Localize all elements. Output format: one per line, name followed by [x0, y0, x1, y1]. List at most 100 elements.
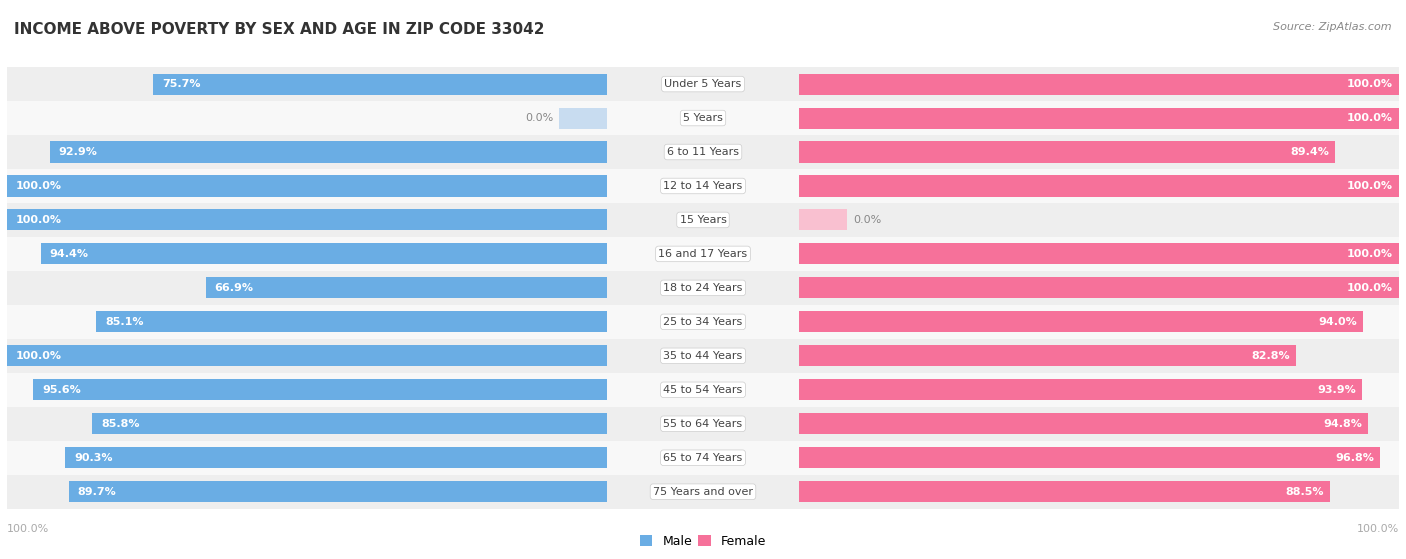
Text: 15 Years: 15 Years — [679, 215, 727, 225]
Text: 35 to 44 Years: 35 to 44 Years — [664, 351, 742, 361]
Text: 0.0%: 0.0% — [853, 215, 882, 225]
Text: 82.8%: 82.8% — [1251, 351, 1289, 361]
Bar — [799, 311, 1362, 333]
Bar — [799, 107, 1399, 129]
Bar — [607, 271, 799, 305]
Text: 90.3%: 90.3% — [75, 453, 112, 463]
Bar — [7, 203, 607, 237]
Bar — [93, 413, 607, 434]
Bar — [607, 475, 799, 509]
Bar — [799, 339, 1399, 373]
Text: 66.9%: 66.9% — [215, 283, 253, 293]
Bar — [7, 237, 607, 271]
Text: 85.1%: 85.1% — [105, 317, 143, 327]
Bar — [607, 407, 799, 440]
Text: 12 to 14 Years: 12 to 14 Years — [664, 181, 742, 191]
Text: 100.0%: 100.0% — [1347, 283, 1393, 293]
Bar — [69, 481, 607, 502]
Bar — [41, 243, 607, 264]
Bar — [7, 210, 607, 230]
Text: 100.0%: 100.0% — [1357, 524, 1399, 534]
Bar — [49, 141, 607, 163]
Text: Under 5 Years: Under 5 Years — [665, 79, 741, 89]
Bar — [607, 440, 799, 475]
Bar — [799, 169, 1399, 203]
Text: 89.4%: 89.4% — [1291, 147, 1330, 157]
Text: 100.0%: 100.0% — [1347, 181, 1393, 191]
Bar — [799, 243, 1399, 264]
Bar — [205, 277, 607, 299]
Bar — [607, 135, 799, 169]
Text: 100.0%: 100.0% — [1347, 113, 1393, 123]
Bar — [799, 345, 1296, 366]
Bar — [799, 210, 846, 230]
Bar — [799, 67, 1399, 101]
Bar — [7, 305, 607, 339]
Bar — [65, 447, 607, 468]
Bar — [799, 176, 1399, 197]
Bar — [799, 203, 1399, 237]
Text: 92.9%: 92.9% — [59, 147, 97, 157]
Text: 18 to 24 Years: 18 to 24 Years — [664, 283, 742, 293]
Bar — [799, 135, 1399, 169]
Bar — [7, 345, 607, 366]
Bar — [799, 277, 1399, 299]
Bar — [799, 373, 1399, 407]
Text: 6 to 11 Years: 6 to 11 Years — [666, 147, 740, 157]
Bar — [7, 373, 607, 407]
Text: 16 and 17 Years: 16 and 17 Years — [658, 249, 748, 259]
Text: 0.0%: 0.0% — [524, 113, 553, 123]
Bar — [799, 74, 1399, 94]
Bar — [607, 339, 799, 373]
Text: 93.9%: 93.9% — [1317, 385, 1357, 395]
Text: 5 Years: 5 Years — [683, 113, 723, 123]
Bar — [607, 373, 799, 407]
Text: 25 to 34 Years: 25 to 34 Years — [664, 317, 742, 327]
Bar — [7, 101, 607, 135]
Text: Source: ZipAtlas.com: Source: ZipAtlas.com — [1274, 22, 1392, 32]
Bar — [799, 413, 1368, 434]
Text: 55 to 64 Years: 55 to 64 Years — [664, 419, 742, 429]
Text: INCOME ABOVE POVERTY BY SEX AND AGE IN ZIP CODE 33042: INCOME ABOVE POVERTY BY SEX AND AGE IN Z… — [14, 22, 544, 37]
Bar — [560, 107, 607, 129]
Text: 85.8%: 85.8% — [101, 419, 139, 429]
Text: 75.7%: 75.7% — [162, 79, 200, 89]
Bar — [799, 407, 1399, 440]
Text: 100.0%: 100.0% — [15, 215, 62, 225]
Bar — [607, 305, 799, 339]
Text: 100.0%: 100.0% — [1347, 249, 1393, 259]
Bar — [799, 475, 1399, 509]
Bar — [799, 237, 1399, 271]
Text: 89.7%: 89.7% — [77, 487, 117, 497]
Text: 75 Years and over: 75 Years and over — [652, 487, 754, 497]
Text: 94.4%: 94.4% — [49, 249, 89, 259]
Bar — [7, 169, 607, 203]
Text: 65 to 74 Years: 65 to 74 Years — [664, 453, 742, 463]
Bar — [607, 169, 799, 203]
Bar — [7, 176, 607, 197]
Bar — [607, 237, 799, 271]
Text: 100.0%: 100.0% — [15, 351, 62, 361]
Text: 100.0%: 100.0% — [15, 181, 62, 191]
Bar — [97, 311, 607, 333]
Bar — [799, 141, 1336, 163]
Bar — [799, 481, 1330, 502]
Text: 96.8%: 96.8% — [1334, 453, 1374, 463]
Text: 94.0%: 94.0% — [1319, 317, 1357, 327]
Bar — [7, 440, 607, 475]
Bar — [607, 67, 799, 101]
Text: 95.6%: 95.6% — [42, 385, 82, 395]
Bar — [7, 135, 607, 169]
Text: 88.5%: 88.5% — [1285, 487, 1324, 497]
Bar — [799, 101, 1399, 135]
Bar — [7, 339, 607, 373]
Bar — [607, 203, 799, 237]
Bar — [7, 67, 607, 101]
Bar — [799, 271, 1399, 305]
Bar — [799, 440, 1399, 475]
Bar — [153, 74, 607, 94]
Text: 45 to 54 Years: 45 to 54 Years — [664, 385, 742, 395]
Legend: Male, Female: Male, Female — [636, 530, 770, 553]
Bar — [799, 447, 1379, 468]
Text: 94.8%: 94.8% — [1323, 419, 1362, 429]
